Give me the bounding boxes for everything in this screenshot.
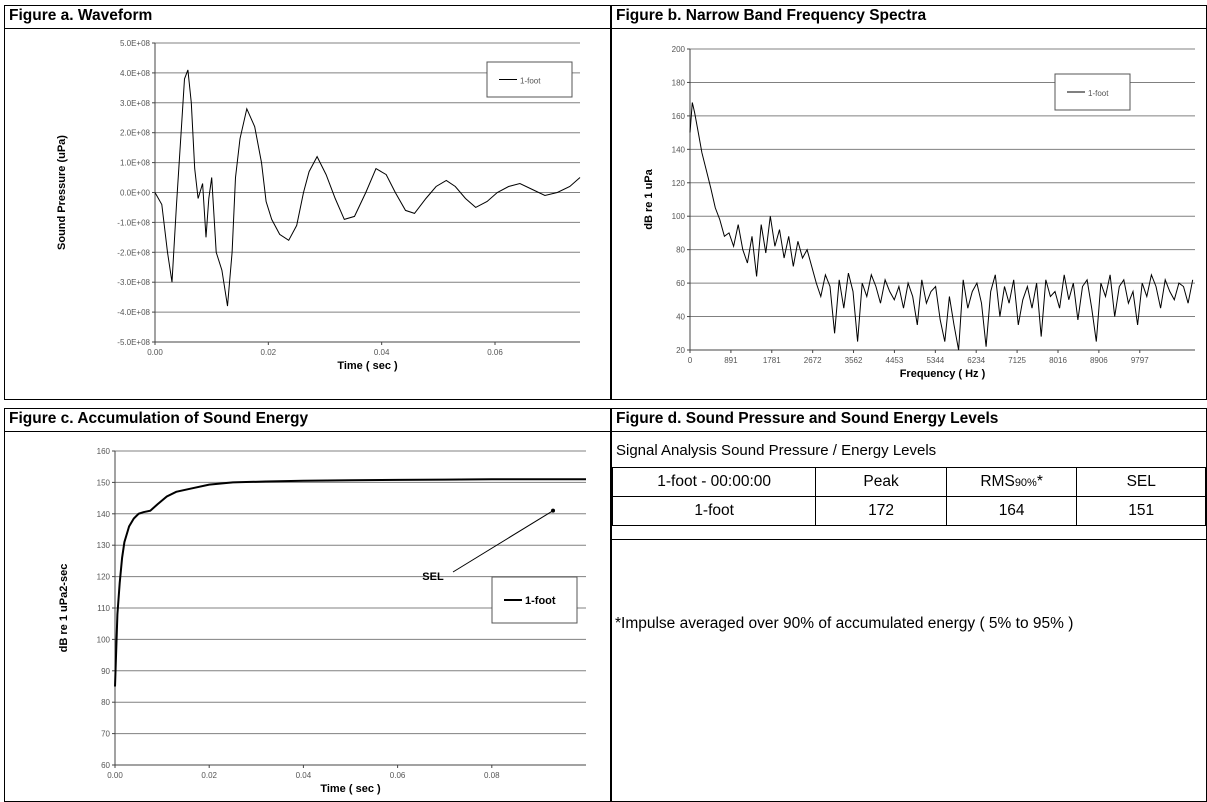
x-tick-label: 0.04 bbox=[374, 348, 390, 357]
y-tick-label: 150 bbox=[97, 478, 111, 487]
x-tick-label: 0.06 bbox=[487, 348, 503, 357]
title-divider bbox=[5, 431, 610, 432]
y-tick-label: 130 bbox=[97, 541, 111, 550]
cell-rms: 164 bbox=[945, 496, 1078, 526]
x-tick-label: 0.00 bbox=[107, 771, 123, 780]
legend-label: 1-foot bbox=[1088, 89, 1109, 98]
x-tick-label: 0 bbox=[688, 356, 693, 365]
table-bottom-rule bbox=[612, 539, 1206, 540]
sel-leader-line bbox=[452, 510, 554, 573]
y-tick-label: -1.0E+08 bbox=[117, 218, 150, 227]
x-tick-label: 8906 bbox=[1090, 356, 1108, 365]
panel-spectra: Figure b. Narrow Band Frequency Spectra … bbox=[611, 5, 1207, 400]
series-line bbox=[114, 478, 586, 687]
y-tick-label: -2.0E+08 bbox=[117, 248, 150, 257]
x-tick-label: 891 bbox=[724, 356, 738, 365]
panel-title: Figure d. Sound Pressure and Sound Energ… bbox=[616, 410, 999, 427]
y-tick-label: -3.0E+08 bbox=[117, 278, 150, 287]
y-tick-label: 40 bbox=[676, 313, 685, 322]
y-axis-label: dB re 1 uPa bbox=[643, 168, 655, 229]
spectrum-chart: 200 180 160 140 120 100 80 60 40 200 891 1781 2672 35… bbox=[643, 45, 1195, 380]
y-tick-label: 140 bbox=[672, 145, 686, 154]
table-header-row: 1-foot - 00:00:00 Peak RMS90%* SEL bbox=[612, 467, 1206, 497]
y-tick-label: 5.0E+08 bbox=[120, 39, 151, 48]
y-tick-label: 200 bbox=[672, 45, 686, 54]
x-tick-label: 1781 bbox=[763, 356, 781, 365]
header-cell-rms: RMS90%* bbox=[945, 467, 1078, 497]
panel-energy: Figure c. Accumulation of Sound Energy 1… bbox=[4, 408, 611, 802]
header-cell-peak: Peak bbox=[815, 467, 947, 497]
y-axis-label: dB re 1 uPa2-sec bbox=[58, 564, 70, 653]
y-tick-label: 160 bbox=[672, 112, 686, 121]
x-axis-label: Time ( sec ) bbox=[337, 360, 398, 372]
y-tick-label: 100 bbox=[97, 635, 111, 644]
series-line bbox=[154, 69, 581, 307]
x-tick-label: 3562 bbox=[845, 356, 863, 365]
cell-label: 1-foot bbox=[612, 496, 817, 526]
y-tick-label: 0.0E+00 bbox=[120, 189, 151, 198]
y-tick-label: -5.0E+08 bbox=[117, 338, 150, 347]
x-tick-label: 9797 bbox=[1131, 356, 1149, 365]
x-axis-label: Time ( sec ) bbox=[320, 783, 381, 795]
x-tick-label: 5344 bbox=[926, 356, 944, 365]
x-axis-label: Frequency ( Hz ) bbox=[900, 368, 986, 380]
y-tick-label: 120 bbox=[672, 179, 686, 188]
title-divider bbox=[612, 431, 1206, 432]
x-tick-label: 0.00 bbox=[147, 348, 163, 357]
title-divider bbox=[5, 28, 610, 29]
y-tick-label: 160 bbox=[97, 447, 111, 456]
legend-label: 1-foot bbox=[520, 77, 541, 86]
panel-title: Figure c. Accumulation of Sound Energy bbox=[9, 410, 309, 427]
x-tick-label: 7125 bbox=[1008, 356, 1026, 365]
x-tick-label: 4453 bbox=[886, 356, 904, 365]
levels-table: 1-foot - 00:00:00 Peak RMS90%* SEL 1-foo… bbox=[612, 467, 1206, 526]
cell-peak: 172 bbox=[815, 496, 947, 526]
rms-label: RMS90%* bbox=[980, 473, 1043, 490]
header-cell-sel: SEL bbox=[1076, 467, 1206, 497]
y-tick-label: 60 bbox=[101, 761, 110, 770]
y-tick-label: 80 bbox=[101, 698, 110, 707]
y-tick-label: 120 bbox=[97, 573, 111, 582]
x-tick-label: 6234 bbox=[967, 356, 985, 365]
y-tick-label: 2.0E+08 bbox=[120, 129, 151, 138]
x-tick-label: 0.06 bbox=[390, 771, 406, 780]
legend-label: 1-foot bbox=[525, 595, 556, 607]
x-tick-label: 0.02 bbox=[201, 771, 217, 780]
energy-chart: 160 150 140 130 120 110 100 90 80 70 600.00 0.02 0.0… bbox=[58, 447, 586, 795]
y-tick-label: 3.0E+08 bbox=[120, 99, 151, 108]
x-tick-label: 0.08 bbox=[484, 771, 500, 780]
panel-title: Figure b. Narrow Band Frequency Spectra bbox=[616, 7, 927, 24]
header-cell-label: 1-foot - 00:00:00 bbox=[612, 467, 817, 497]
y-tick-label: 140 bbox=[97, 510, 111, 519]
y-tick-label: 1.0E+08 bbox=[120, 159, 151, 168]
table-title: Signal Analysis Sound Pressure / Energy … bbox=[616, 442, 937, 459]
footnote: *Impulse averaged over 90% of accumulate… bbox=[615, 615, 1074, 632]
table-row: 1-foot 172 164 151 bbox=[612, 496, 1206, 526]
y-tick-label: 60 bbox=[676, 279, 685, 288]
y-tick-label: 70 bbox=[101, 730, 110, 739]
y-tick-label: 4.0E+08 bbox=[120, 69, 151, 78]
panel-levels: Figure d. Sound Pressure and Sound Energ… bbox=[611, 408, 1207, 802]
y-tick-label: 90 bbox=[101, 667, 110, 676]
series-line bbox=[689, 102, 1194, 351]
y-tick-label: 180 bbox=[672, 78, 686, 87]
x-tick-label: 8016 bbox=[1049, 356, 1067, 365]
y-tick-label: 20 bbox=[676, 346, 685, 355]
x-tick-label: 0.02 bbox=[261, 348, 277, 357]
waveform-chart: 5.0E+08 4.0E+08 3.0E+08 2.0E+08 1.0E+08 0.0E+… bbox=[56, 39, 581, 372]
y-tick-label: 100 bbox=[672, 212, 686, 221]
x-tick-label: 2672 bbox=[804, 356, 822, 365]
cell-sel: 151 bbox=[1076, 496, 1206, 526]
panel-waveform: Figure a. Waveform 5.0E+08 4.0E+08 3.0E+08… bbox=[4, 5, 611, 400]
y-tick-label: 110 bbox=[97, 604, 110, 613]
title-divider bbox=[612, 28, 1206, 29]
y-tick-label: 80 bbox=[676, 246, 685, 255]
y-axis-label: Sound Pressure (uPa) bbox=[56, 135, 68, 250]
y-tick-label: -4.0E+08 bbox=[117, 308, 150, 317]
x-tick-label: 0.04 bbox=[296, 771, 312, 780]
sel-annotation: SEL bbox=[422, 571, 444, 583]
panel-title: Figure a. Waveform bbox=[9, 7, 153, 24]
